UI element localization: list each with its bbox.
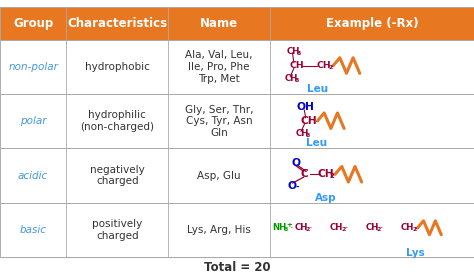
Text: acidic: acidic	[18, 171, 48, 181]
Text: non-polar: non-polar	[8, 62, 58, 72]
Text: 3: 3	[284, 227, 288, 232]
Text: CH: CH	[330, 223, 343, 232]
Text: Ala, Val, Leu,
Ile, Pro, Phe
Trp, Met: Ala, Val, Leu, Ile, Pro, Phe Trp, Met	[185, 50, 253, 83]
Text: negatively
charged: negatively charged	[90, 165, 145, 187]
Text: Example (-Rx): Example (-Rx)	[326, 17, 419, 30]
Text: CH: CH	[289, 61, 304, 70]
Text: 2: 2	[412, 227, 417, 232]
Text: CH: CH	[365, 223, 379, 232]
Text: O: O	[288, 181, 297, 191]
Text: Lys: Lys	[406, 248, 425, 258]
Text: CH: CH	[284, 75, 298, 83]
Text: Leu: Leu	[306, 138, 327, 148]
Text: -: -	[295, 183, 299, 192]
Text: ·: ·	[380, 223, 384, 233]
Text: Asp: Asp	[315, 193, 337, 203]
Text: CH: CH	[318, 169, 334, 179]
Text: Asp, Glu: Asp, Glu	[197, 171, 241, 181]
Bar	[0, 94, 474, 148]
Text: NH: NH	[273, 223, 287, 232]
Text: C: C	[301, 169, 309, 179]
Text: Name: Name	[200, 17, 238, 30]
Text: Gly, Ser, Thr,
Cys, Tyr, Asn
Gln: Gly, Ser, Thr, Cys, Tyr, Asn Gln	[185, 105, 254, 138]
Bar	[0, 40, 474, 94]
Text: 2: 2	[306, 227, 310, 232]
Text: CH: CH	[294, 223, 308, 232]
Text: hydrophobic: hydrophobic	[85, 62, 150, 72]
Text: ·: ·	[290, 223, 294, 233]
Text: 3: 3	[294, 78, 299, 83]
Text: 3: 3	[305, 133, 310, 138]
Text: +: +	[287, 222, 292, 228]
Text: ·: ·	[309, 223, 313, 233]
Text: Total = 20: Total = 20	[204, 261, 270, 274]
Text: Lys, Arg, His: Lys, Arg, His	[187, 225, 251, 235]
Text: CH: CH	[401, 223, 414, 232]
Text: 2: 2	[341, 227, 346, 232]
Text: O: O	[292, 158, 301, 168]
Text: basic: basic	[20, 225, 46, 235]
Text: Group: Group	[13, 17, 53, 30]
Text: OH: OH	[296, 102, 314, 112]
Text: CH: CH	[301, 116, 318, 126]
Text: 2: 2	[330, 173, 335, 180]
Bar	[0, 148, 474, 203]
Text: Leu: Leu	[307, 84, 328, 94]
Text: 2: 2	[328, 65, 332, 70]
Text: CH: CH	[287, 47, 300, 56]
Text: ·: ·	[345, 223, 348, 233]
Text: hydrophilic
(non-charged): hydrophilic (non-charged)	[80, 110, 155, 132]
Text: Characteristics: Characteristics	[67, 17, 167, 30]
Text: 2: 2	[377, 227, 381, 232]
Text: positively
charged: positively charged	[92, 219, 143, 241]
Bar	[0, 7, 474, 40]
Bar	[0, 203, 474, 257]
Text: CH: CH	[317, 61, 331, 70]
Text: polar: polar	[20, 116, 46, 126]
Text: 3: 3	[297, 51, 301, 56]
Text: CH: CH	[295, 129, 309, 138]
